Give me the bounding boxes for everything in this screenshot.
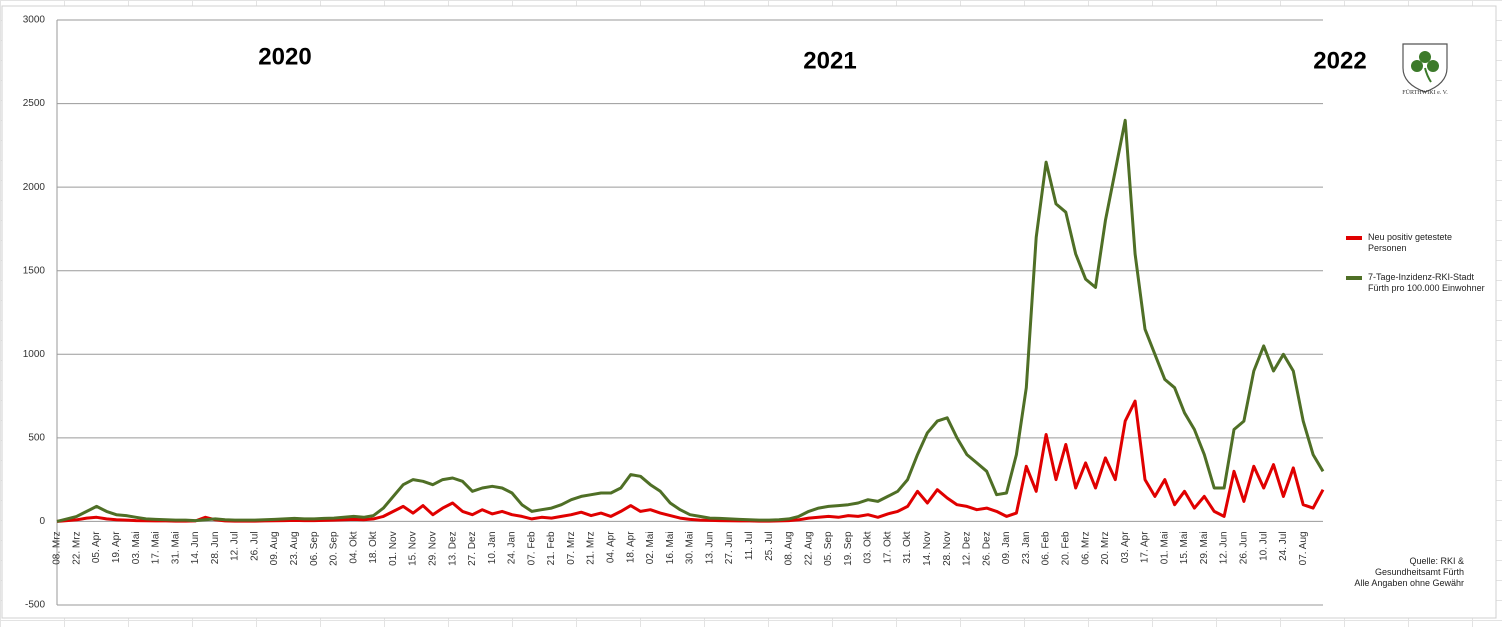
x-tick-label: 20. Sep (329, 531, 340, 566)
legend-swatch (1346, 276, 1362, 280)
x-tick-label: 23. Jan (1021, 531, 1032, 564)
x-tick-label: 23. Aug (289, 531, 300, 565)
x-tick-label: 20. Mrz (1100, 531, 1111, 564)
x-tick-label: 18. Apr (625, 531, 636, 563)
x-tick-label: 24. Jan (507, 531, 518, 564)
x-tick-label: 02. Mai (645, 531, 656, 564)
logo-stem (1424, 67, 1432, 83)
x-tick-label: 26. Jul (249, 531, 260, 560)
x-tick-label: 15. Nov (408, 531, 419, 565)
x-tick-label: 28. Jun (210, 531, 221, 564)
x-tick-label: 17. Apr (1140, 531, 1151, 563)
x-tick-label: 07. Aug (1298, 531, 1309, 565)
x-tick-label: 12. Jul (230, 531, 241, 560)
x-tick-label: 05. Apr (91, 531, 102, 563)
year-label: 2021 (803, 47, 856, 74)
legend-item: 7-Tage-Inzidenz-RKI-Stadt Fürth pro 100.… (1340, 272, 1486, 294)
x-tick-label: 21. Mrz (586, 531, 597, 564)
y-tick-label: 2000 (23, 182, 46, 193)
x-tick-label: 20. Feb (1060, 531, 1071, 565)
x-tick-label: 18. Okt (368, 531, 379, 563)
x-tick-label: 09. Jan (1001, 531, 1012, 564)
x-tick-label: 21. Feb (546, 531, 557, 565)
x-tick-label: 19. Sep (843, 531, 854, 566)
y-tick-label: 1000 (23, 349, 46, 360)
x-tick-label: 10. Jul (1258, 531, 1269, 560)
legend-label: 7-Tage-Inzidenz-RKI-Stadt Fürth pro 100.… (1368, 272, 1485, 293)
x-tick-label: 07. Feb (526, 531, 537, 565)
x-tick-label: 09. Aug (269, 531, 280, 565)
y-tick-label: 2500 (23, 98, 46, 109)
x-tick-label: 14. Jun (190, 531, 201, 564)
x-tick-label: 13. Jun (704, 531, 715, 564)
x-tick-label: 15. Mai (1179, 531, 1190, 564)
x-tick-label: 01. Mai (1159, 531, 1170, 564)
source-note: Quelle: RKI & Gesundheitsamt Fürth Alle … (1354, 556, 1464, 589)
x-tick-label: 19. Apr (111, 531, 122, 563)
logo-text: FÜRTHWIKI e. V. (1402, 89, 1448, 96)
x-tick-label: 11. Jul (744, 531, 755, 560)
x-tick-label: 12. Dez (962, 531, 973, 565)
x-tick-label: 16. Mai (665, 531, 676, 564)
logo-leaf (1419, 51, 1431, 63)
x-tick-label: 22. Aug (803, 531, 814, 565)
year-label: 2020 (258, 43, 311, 70)
logo: FÜRTHWIKI e. V. (1402, 43, 1448, 96)
x-tick-label: 31. Okt (902, 531, 913, 563)
x-tick-label: 29. Mai (1199, 531, 1210, 564)
x-tick-label: 04. Apr (606, 531, 617, 563)
x-tick-label: 29. Nov (427, 531, 438, 565)
x-tick-label: 27. Dez (467, 531, 478, 565)
x-tick-label: 30. Mai (685, 531, 696, 564)
y-tick-label: 1500 (23, 265, 46, 276)
x-tick-label: 22. Mrz (71, 531, 82, 564)
x-tick-label: 28. Nov (942, 531, 953, 565)
logo-leaf (1411, 60, 1423, 72)
x-tick-label: 08. Mrz (52, 531, 63, 564)
legend-swatch (1346, 236, 1362, 240)
x-tick-label: 07. Mrz (566, 531, 577, 564)
x-tick-label: 06. Feb (1041, 531, 1052, 565)
x-tick-label: 10. Jan (487, 531, 498, 564)
y-tick-label: 3000 (23, 15, 46, 26)
x-tick-label: 06. Sep (309, 531, 320, 566)
legend-item: Neu positiv getestete Personen (1340, 232, 1486, 254)
x-tick-label: 14. Nov (922, 531, 933, 565)
x-tick-label: 06. Mrz (1080, 531, 1091, 564)
x-tick-label: 24. Jul (1278, 531, 1289, 560)
logo-leaf (1427, 60, 1439, 72)
source-line: Gesundheitsamt Fürth (1374, 567, 1464, 577)
year-label: 2022 (1313, 47, 1366, 74)
x-tick-label: 08. Aug (784, 531, 795, 565)
source-line: Quelle: RKI & (1409, 556, 1464, 566)
x-tick-label: 17. Mai (151, 531, 162, 564)
x-tick-label: 12. Jun (1219, 531, 1230, 564)
x-tick-label: 26. Jun (1239, 531, 1250, 564)
y-tick-label: 500 (28, 432, 45, 443)
x-tick-label: 31. Mai (170, 531, 181, 564)
x-tick-label: 13. Dez (447, 531, 458, 565)
x-tick-label: 03. Mai (131, 531, 142, 564)
x-tick-label: 03. Okt (863, 531, 874, 563)
x-tick-label: 17. Okt (882, 531, 893, 563)
y-tick-label: -500 (25, 600, 45, 611)
x-tick-label: 04. Okt (348, 531, 359, 563)
source-line: Alle Angaben ohne Gewähr (1354, 578, 1464, 588)
chart-area (1, 5, 1497, 619)
x-tick-label: 27. Jun (724, 531, 735, 564)
legend-label: Neu positiv getestete Personen (1368, 232, 1453, 253)
x-tick-label: 03. Apr (1120, 531, 1131, 563)
series-line (56, 118, 1325, 523)
x-tick-label: 05. Sep (823, 531, 834, 566)
x-tick-label: 25. Jul (764, 531, 775, 560)
x-tick-label: 26. Dez (981, 531, 992, 565)
x-tick-label: 01. Nov (388, 531, 399, 565)
y-tick-label: 0 (39, 516, 45, 527)
